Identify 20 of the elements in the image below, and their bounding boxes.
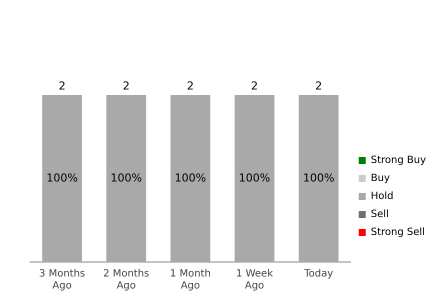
x-tick-label: 1 Month Ago [170, 268, 211, 292]
data-label: 100% [46, 171, 78, 184]
data-label: 100% [110, 171, 142, 184]
annotation: 2 [122, 79, 130, 92]
data-label: 100% [174, 171, 206, 184]
legend-label: Hold [370, 191, 394, 202]
annotation: 2 [315, 79, 322, 92]
annotation: 2 [58, 79, 66, 92]
data-label: 100% [302, 171, 334, 184]
x-tick-label: Today [303, 268, 334, 280]
x-tick-label: 3 Months Ago [39, 268, 86, 292]
legend-label: Sell [370, 209, 389, 220]
x-tick-label: 1 Week Ago [236, 268, 274, 292]
x-tick-label: 2 Months Ago [103, 268, 150, 292]
annotation: 2 [186, 79, 194, 92]
annotation: 2 [251, 79, 258, 92]
legend-label: Strong Sell [370, 227, 425, 238]
legend-label: Strong Buy [370, 155, 426, 166]
data-label: 100% [238, 171, 270, 184]
legend-label: Buy [370, 173, 390, 184]
